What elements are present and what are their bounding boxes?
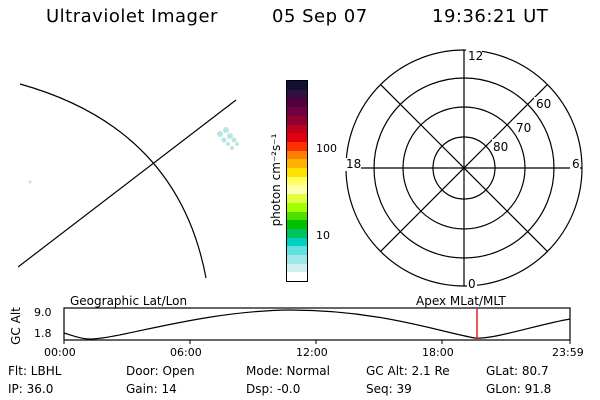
time-label: 19:36:21 UT <box>432 6 549 27</box>
colorbar-swatch <box>287 107 307 116</box>
aurora-patch <box>217 127 239 150</box>
colorbar-swatch <box>287 81 307 90</box>
colorbar <box>286 80 308 282</box>
colorbar-swatch <box>287 272 307 282</box>
ip-value: IP: 36.0 <box>8 382 54 396</box>
colorbar-swatch <box>287 168 307 177</box>
x-tick-12: 12:00 <box>296 346 328 359</box>
gc-alt-axis-label: GC Alt <box>9 307 23 345</box>
geographic-map <box>18 83 239 279</box>
apex-mlat-mlt-label: Apex MLat/MLT <box>416 294 506 308</box>
colorbar-swatch <box>287 89 307 99</box>
lat-label-80: 80 <box>493 140 508 154</box>
colorbar-tick-10: 10 <box>316 229 330 242</box>
mlt-label-12: 12 <box>468 49 483 63</box>
lat-label-60: 60 <box>536 97 551 111</box>
mlt-label-18: 18 <box>346 157 361 171</box>
x-tick-18: 18:00 <box>422 346 454 359</box>
colorbar-swatch <box>287 185 307 195</box>
colorbar-swatch <box>287 115 307 125</box>
y-tick-9: 9.0 <box>34 306 52 319</box>
instrument-title: Ultraviolet Imager <box>46 6 218 27</box>
colorbar-swatch <box>287 220 307 229</box>
polar-diagonal-2 <box>380 84 548 252</box>
colorbar-swatch <box>287 159 307 169</box>
date-label: 05 Sep 07 <box>272 6 368 27</box>
colorbar-swatch <box>287 211 307 221</box>
y-tick-1-8: 1.8 <box>34 327 52 340</box>
colorbar-swatch <box>287 228 307 238</box>
gc-alt-value: GC Alt: 2.1 Re <box>366 364 450 378</box>
seq-value: Seq: 39 <box>366 382 412 396</box>
geographic-latlon-label: Geographic Lat/Lon <box>70 294 188 308</box>
colorbar-swatch <box>287 255 307 264</box>
colorbar-swatch <box>287 237 307 247</box>
flt-value: Flt: LBHL <box>8 364 62 378</box>
map-grid-line <box>18 99 237 268</box>
colorbar-swatch <box>287 202 307 212</box>
colorbar-swatch <box>287 141 307 151</box>
door-value: Door: Open <box>126 364 195 378</box>
x-tick-06: 06:00 <box>170 346 202 359</box>
colorbar-swatch <box>287 98 307 108</box>
colorbar-swatch <box>287 194 307 203</box>
mlt-label-6: 6 <box>572 157 580 171</box>
orbit-altitude-curve <box>63 309 571 340</box>
x-tick-00: 00:00 <box>44 346 76 359</box>
colorbar-swatch <box>287 263 307 273</box>
glat-value: GLat: 80.7 <box>486 364 549 378</box>
colorbar-tick-100: 100 <box>316 142 337 155</box>
x-tick-2359: 23:59 <box>552 346 584 359</box>
colorbar-swatch <box>287 246 307 256</box>
dsp-value: Dsp: -0.0 <box>246 382 301 396</box>
orbit-altitude-plot <box>63 307 571 344</box>
colorbar-swatch <box>287 150 307 160</box>
colorbar-swatch <box>287 176 307 186</box>
glon-value: GLon: 91.8 <box>486 382 552 396</box>
polar-plot: 12 18 6 0 60 70 80 <box>345 49 583 291</box>
map-meridian-arc <box>19 83 207 279</box>
aurora-speck <box>28 180 32 184</box>
orbit-plot-frame <box>63 307 571 341</box>
lat-label-70: 70 <box>516 121 531 135</box>
gain-value: Gain: 14 <box>126 382 177 396</box>
colorbar-swatch <box>287 133 307 142</box>
colorbar-unit-label: photon cm⁻²s⁻¹ <box>269 133 283 227</box>
mlt-label-0: 0 <box>468 277 476 291</box>
colorbar-swatch <box>287 124 307 134</box>
mode-value: Mode: Normal <box>246 364 330 378</box>
